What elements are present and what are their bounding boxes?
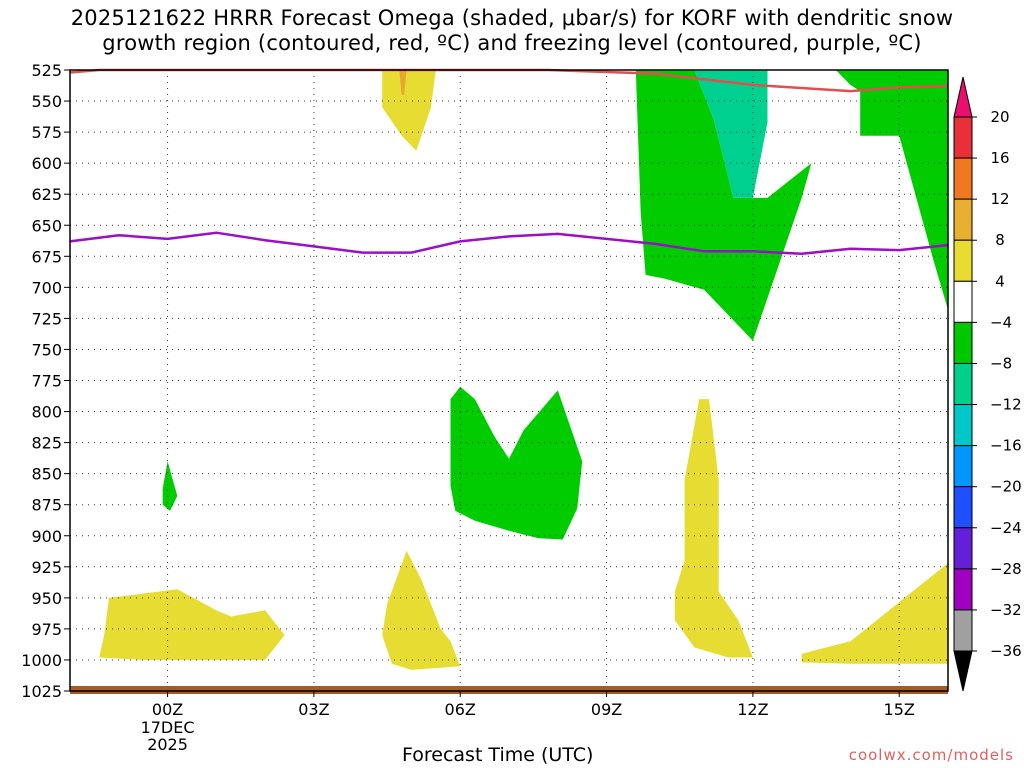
colorbar-label-10: −24 [990, 519, 1022, 537]
colorbar-segment-7 [953, 404, 973, 447]
omega-region-6 [801, 563, 948, 664]
colorbar-under-triangle [953, 650, 973, 692]
ytick-label-575: 575 [31, 123, 62, 142]
y-axis-ticks: 525 550 575 600 625 650 675 700 725 750 775 800 825 8… [21, 61, 70, 701]
colorbar-segment-10 [953, 527, 973, 570]
contour-lines [69, 68, 949, 256]
colorbar-label-4: 4 [995, 272, 1005, 290]
ytick-label-975: 975 [31, 620, 62, 639]
colorbar-label-8: −16 [990, 437, 1022, 455]
omega-region-0 [382, 70, 436, 151]
ytick-label-750: 750 [31, 340, 62, 359]
colorbar-label-11: −28 [990, 560, 1022, 578]
colorbar-segment-6 [953, 362, 973, 406]
omega-region-5 [674, 399, 753, 658]
xtick-label-03Z: 03Z [298, 700, 329, 719]
ytick-label-600: 600 [31, 154, 62, 173]
chart-title: 2025121622 HRRR Forecast Omega (shaded, … [0, 6, 1024, 56]
ytick-label-525: 525 [31, 61, 62, 80]
colorbar-label-13: −36 [990, 642, 1022, 660]
xtick-label-06Z: 06Z [445, 700, 476, 719]
chart-title-line2: growth region (contoured, red, ºC) and f… [102, 31, 922, 55]
omega-region-1 [399, 70, 407, 95]
x-axis-label: Forecast Time (UTC) [402, 744, 594, 766]
xtick-sublabel-1: 2025 [147, 735, 188, 754]
omega-region-2 [635, 70, 948, 341]
colorbar-label-2: 12 [990, 190, 1009, 208]
xtick-label-12Z: 12Z [737, 700, 768, 719]
ytick-label-550: 550 [31, 92, 62, 111]
colorbar-segment-1 [953, 157, 973, 200]
colorbar-segment-8 [953, 445, 973, 488]
xtick-label-09Z: 09Z [591, 700, 622, 719]
colorbar-label-3: 8 [995, 231, 1005, 249]
ytick-label-725: 725 [31, 309, 62, 328]
source-watermark: coolwx.com/models [848, 746, 1014, 764]
xtick-sublabel-0: 17DEC [141, 718, 195, 737]
colorbar-segment-11 [953, 568, 973, 611]
ytick-label-925: 925 [31, 558, 62, 577]
ytick-label-800: 800 [31, 403, 62, 422]
ytick-label-950: 950 [31, 589, 62, 608]
colorbar-label-0: 20 [990, 108, 1009, 126]
colorbar: 20 16 12 8 4 −4 −8 −12 −16 −20 −24 −28 −32 −36 [953, 76, 1022, 692]
chart-title-line1: 2025121622 HRRR Forecast Omega (shaded, … [70, 6, 954, 30]
colorbar-segment-4 [953, 280, 973, 323]
grid-lines [70, 70, 948, 691]
colorbar-label-7: −12 [990, 396, 1022, 414]
omega-region-4 [450, 386, 583, 540]
colorbar-segment-5 [953, 321, 973, 364]
colorbar-over-triangle [953, 76, 973, 118]
ytick-label-1025: 1025 [21, 682, 62, 701]
colorbar-segment-12 [953, 609, 973, 652]
ytick-label-875: 875 [31, 496, 62, 515]
freezing-level-line [69, 231, 949, 256]
ytick-label-650: 650 [31, 216, 62, 235]
ytick-label-675: 675 [31, 247, 62, 266]
colorbar-segment-9 [953, 486, 973, 529]
omega-region-9 [162, 461, 178, 511]
omega-shaded-regions [99, 70, 948, 670]
ground-surface [70, 686, 948, 694]
colorbar-segment-3 [953, 239, 973, 282]
colorbar-label-9: −20 [990, 478, 1022, 496]
colorbar-segment-2 [953, 198, 973, 241]
omega-region-3 [694, 70, 768, 198]
colorbar-segment-0 [953, 116, 973, 159]
xtick-label-15Z: 15Z [884, 700, 915, 719]
ytick-label-700: 700 [31, 278, 62, 297]
colorbar-label-5: −4 [990, 313, 1012, 331]
colorbar-label-6: −8 [990, 354, 1012, 372]
ytick-label-825: 825 [31, 434, 62, 453]
dgz-contour-line [69, 68, 949, 93]
ytick-label-625: 625 [31, 185, 62, 204]
omega-region-8 [382, 550, 461, 670]
ytick-label-900: 900 [31, 527, 62, 546]
colorbar-label-1: 16 [990, 149, 1009, 167]
ytick-label-775: 775 [31, 372, 62, 391]
xtick-label-00Z: 00Z [152, 700, 183, 719]
ytick-label-850: 850 [31, 465, 62, 484]
omega-region-7 [99, 589, 285, 660]
colorbar-label-12: −32 [990, 601, 1022, 619]
ytick-label-1000: 1000 [21, 651, 62, 670]
